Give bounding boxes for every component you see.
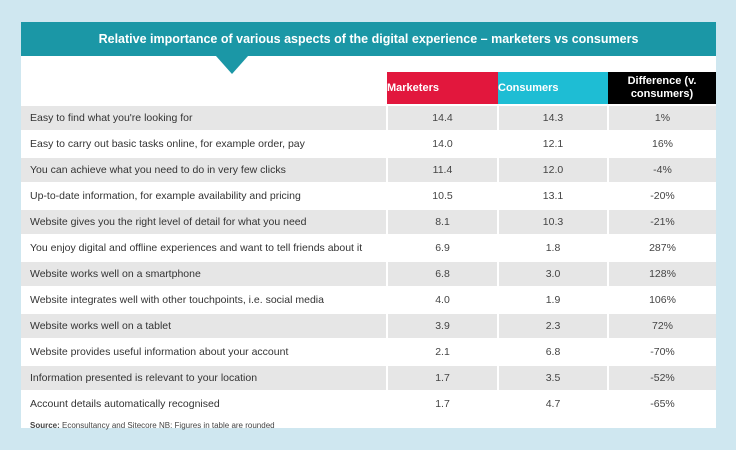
marketers-value: 14.0	[386, 130, 498, 157]
row-label: Up-to-date information, for example avai…	[21, 182, 387, 209]
table-row: Website provides useful information abou…	[21, 338, 716, 365]
row-label: You can achieve what you need to do in v…	[21, 156, 387, 183]
marketers-value: 6.9	[386, 234, 498, 261]
difference-value: 128%	[607, 260, 716, 287]
difference-value: -20%	[607, 182, 716, 209]
source-note: Source: Econsultancy and Sitecore NB: Fi…	[30, 421, 275, 430]
row-label: You enjoy digital and offline experience…	[21, 234, 387, 261]
row-label: Information presented is relevant to you…	[21, 364, 387, 391]
table-row: You enjoy digital and offline experience…	[21, 234, 716, 261]
table-row: Account details automatically recognised…	[21, 390, 716, 416]
header-difference-line1: Difference (v.	[627, 75, 697, 87]
data-table: Marketers Consumers Difference (v. consu…	[21, 72, 716, 416]
consumers-value: 4.7	[497, 390, 608, 416]
table-body: Easy to find what you're looking for 14.4…	[21, 104, 716, 416]
table-row: Website gives you the right level of det…	[21, 208, 716, 235]
difference-value: -52%	[607, 364, 716, 391]
row-label: Account details automatically recognised	[21, 390, 387, 416]
header-marketers: Marketers	[387, 72, 498, 105]
header-blank	[21, 72, 387, 105]
chart-title-banner: Relative importance of various aspects o…	[21, 22, 716, 56]
consumers-value: 12.1	[497, 130, 608, 157]
source-label: Source:	[30, 421, 60, 430]
difference-value: -65%	[607, 390, 716, 416]
header-consumers: Consumers	[498, 72, 608, 105]
header-difference-line2: consumers)	[630, 88, 694, 100]
consumers-value: 10.3	[497, 208, 608, 235]
consumers-value: 6.8	[497, 338, 608, 365]
difference-value: 1%	[607, 104, 716, 131]
row-label: Website works well on a tablet	[21, 312, 387, 339]
chart-title: Relative importance of various aspects o…	[98, 32, 639, 46]
row-label: Website gives you the right level of det…	[21, 208, 387, 235]
difference-value: 72%	[607, 312, 716, 339]
table-row: Easy to find what you're looking for 14.4…	[21, 104, 716, 131]
row-label: Website provides useful information abou…	[21, 338, 387, 365]
difference-value: -21%	[607, 208, 716, 235]
marketers-value: 10.5	[386, 182, 498, 209]
source-text: Econsultancy and Sitecore NB: Figures in…	[59, 421, 275, 430]
header-difference: Difference (v. consumers)	[608, 72, 716, 105]
difference-value: 16%	[607, 130, 716, 157]
consumers-value: 3.5	[497, 364, 608, 391]
marketers-value: 6.8	[386, 260, 498, 287]
difference-value: 287%	[607, 234, 716, 261]
marketers-value: 11.4	[386, 156, 498, 183]
difference-value: -70%	[607, 338, 716, 365]
marketers-value: 1.7	[386, 390, 498, 416]
table-row: Website integrates well with other touch…	[21, 286, 716, 313]
consumers-value: 13.1	[497, 182, 608, 209]
consumers-value: 1.9	[497, 286, 608, 313]
row-label: Easy to find what you're looking for	[21, 104, 387, 131]
table-row: Information presented is relevant to you…	[21, 364, 716, 391]
table-row: You can achieve what you need to do in v…	[21, 156, 716, 183]
banner-pointer	[216, 56, 248, 74]
table-row: Up-to-date information, for example avai…	[21, 182, 716, 209]
marketers-value: 1.7	[386, 364, 498, 391]
consumers-value: 2.3	[497, 312, 608, 339]
table-row: Website works well on a tablet 3.9 2.3 72%	[21, 312, 716, 339]
row-label: Easy to carry out basic tasks online, fo…	[21, 130, 387, 157]
row-label: Website integrates well with other touch…	[21, 286, 387, 313]
consumers-value: 12.0	[497, 156, 608, 183]
consumers-value: 14.3	[497, 104, 608, 131]
difference-value: 106%	[607, 286, 716, 313]
marketers-value: 3.9	[386, 312, 498, 339]
table-row: Easy to carry out basic tasks online, fo…	[21, 130, 716, 157]
consumers-value: 1.8	[497, 234, 608, 261]
marketers-value: 8.1	[386, 208, 498, 235]
header-row: Marketers Consumers Difference (v. consu…	[21, 72, 716, 105]
table-row: Website works well on a smartphone 6.8 3.0…	[21, 260, 716, 287]
consumers-value: 3.0	[497, 260, 608, 287]
difference-value: -4%	[607, 156, 716, 183]
marketers-value: 2.1	[386, 338, 498, 365]
marketers-value: 14.4	[386, 104, 498, 131]
row-label: Website works well on a smartphone	[21, 260, 387, 287]
marketers-value: 4.0	[386, 286, 498, 313]
